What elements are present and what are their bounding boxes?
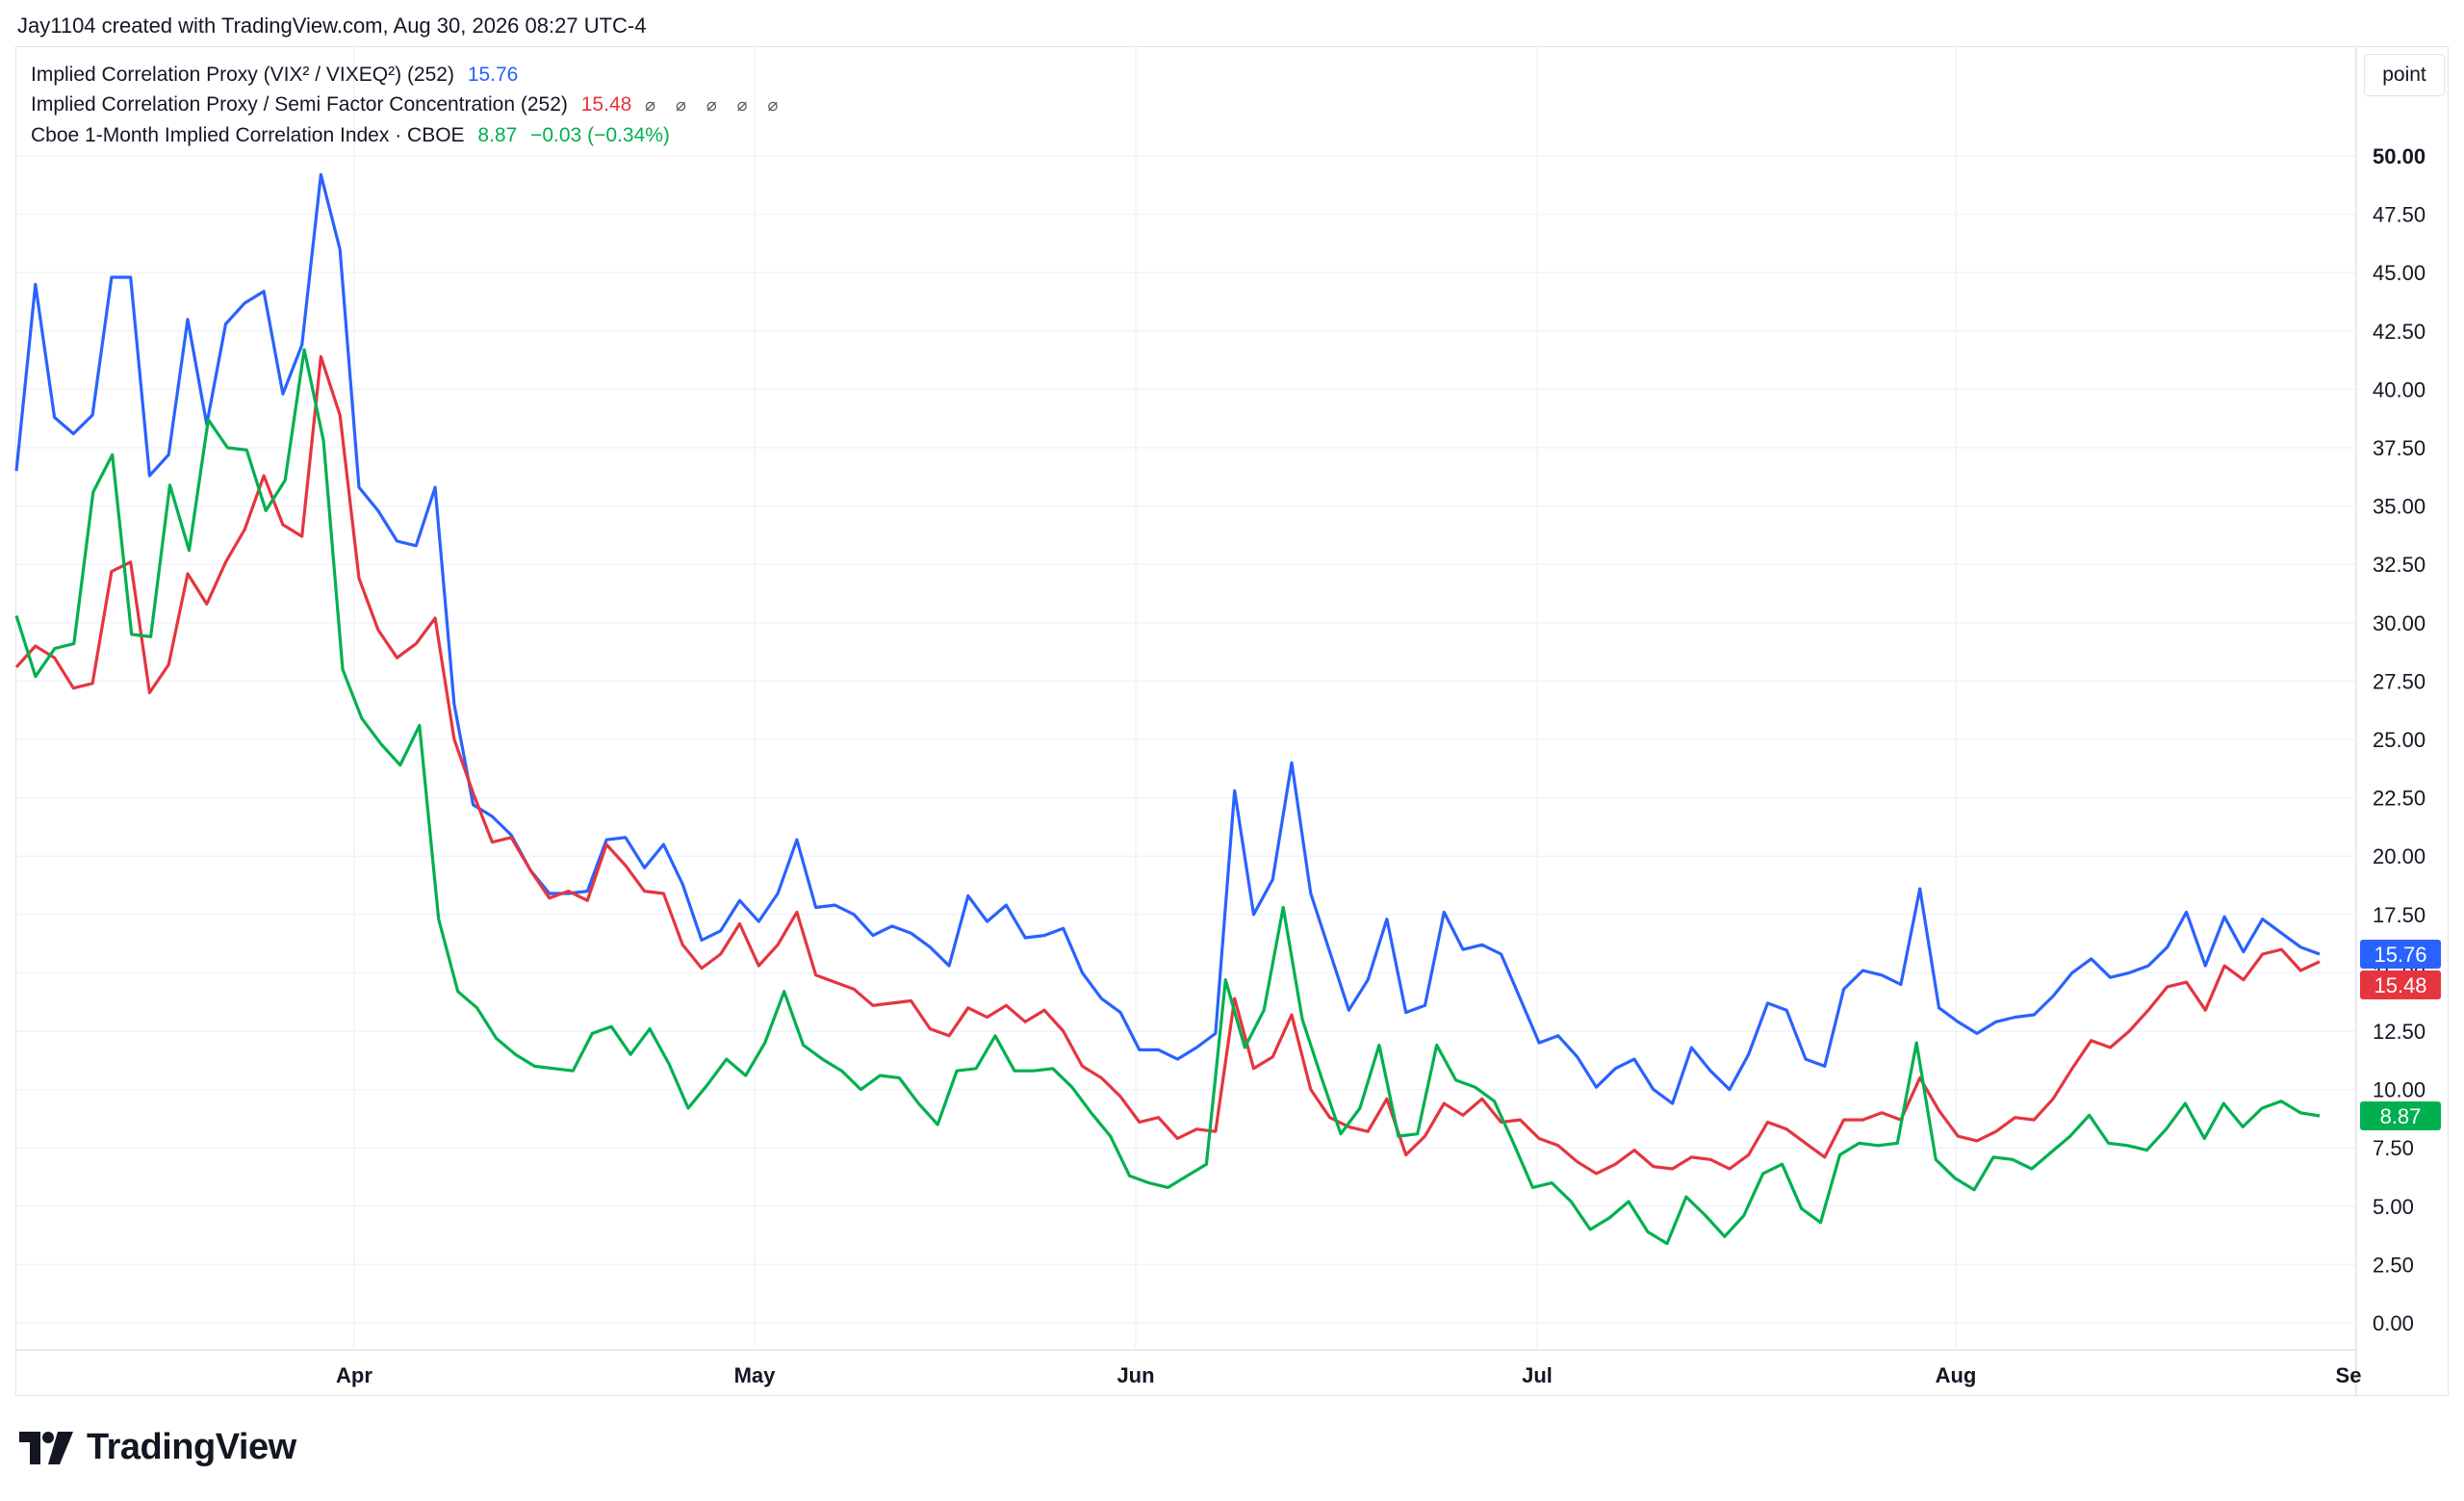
last-value-tag-bg — [2360, 1100, 2441, 1130]
y-tick-label: 27.50 — [2373, 669, 2426, 693]
y-tick-label: 25.00 — [2373, 728, 2426, 752]
y-tick-label: 22.50 — [2373, 787, 2426, 811]
brand-name: TradingView — [87, 1427, 296, 1467]
y-axis-labels: 0.002.505.007.5010.0012.5015.0017.5020.0… — [2373, 144, 2426, 1335]
legend-series-value: 8.87 — [477, 124, 518, 146]
x-tick-label: May — [734, 1363, 777, 1387]
x-tick-label: Jun — [1116, 1363, 1154, 1387]
last-value-tag: 8.87 — [2380, 1104, 2422, 1128]
price-scale-unit-button[interactable]: point — [2364, 54, 2445, 96]
legend-series-value: 15.76 — [467, 64, 519, 86]
legend-series-change: −0.03 (−0.34%) — [530, 124, 670, 146]
x-tick-label: Se — [2336, 1363, 2362, 1387]
legend-series-name: Implied Correlation Proxy / Semi Factor … — [31, 93, 568, 116]
last-value-tag-bg — [2360, 940, 2441, 970]
y-tick-label: 12.50 — [2373, 1020, 2426, 1044]
y-tick-label: 2.50 — [2373, 1253, 2414, 1277]
y-tick-label: 10.00 — [2373, 1078, 2426, 1102]
series-line-1 — [14, 354, 2321, 1176]
last-value-tag: 15.48 — [2374, 973, 2426, 997]
y-tick-label: 50.00 — [2373, 144, 2426, 168]
legend-item-cboe-cor1m[interactable]: Cboe 1-Month Implied Correlation Index ·… — [31, 120, 785, 150]
series-lines — [14, 172, 2321, 1246]
y-tick-label: 47.50 — [2373, 203, 2426, 227]
chart-frame[interactable] — [15, 46, 2449, 1396]
legend-series-name: Cboe 1-Month Implied Correlation Index ·… — [31, 124, 465, 146]
last-value-tags: 15.76 15.48 8.87 — [2360, 940, 2441, 1130]
last-value-tag-bg — [2360, 970, 2441, 1000]
legend: Implied Correlation Proxy (VIX² / VIXEQ²… — [31, 60, 785, 150]
y-tick-label: 17.50 — [2373, 903, 2426, 927]
y-tick-label: 5.00 — [2373, 1195, 2414, 1219]
legend-item-proxy-semi[interactable]: Implied Correlation Proxy / Semi Factor … — [31, 90, 785, 120]
legend-tools-icons[interactable]: ⌀ ⌀ ⌀ ⌀ ⌀ — [645, 95, 786, 115]
x-axis-labels: Apr May Jun Jul Aug Se — [336, 1363, 2361, 1387]
y-tick-label: 45.00 — [2373, 261, 2426, 285]
y-tick-label: 0.00 — [2373, 1311, 2414, 1335]
y-tick-label: 20.00 — [2373, 844, 2426, 868]
attribution-text: Jay1104 created with TradingView.com, Au… — [17, 13, 647, 38]
series-line-0 — [14, 172, 2321, 1105]
y-tick-label: 35.00 — [2373, 495, 2426, 519]
y-tick-label: 7.50 — [2373, 1136, 2414, 1160]
x-tick-label: Jul — [1522, 1363, 1553, 1387]
legend-item-proxy-vix[interactable]: Implied Correlation Proxy (VIX² / VIXEQ²… — [31, 60, 785, 90]
x-tick-label: Apr — [336, 1363, 372, 1387]
y-tick-label: 32.50 — [2373, 553, 2426, 577]
legend-series-name: Implied Correlation Proxy (VIX² / VIXEQ²… — [31, 64, 454, 86]
tradingview-logo[interactable]: TradingView — [19, 1427, 296, 1468]
y-tick-label: 30.00 — [2373, 611, 2426, 635]
y-tick-label: 42.50 — [2373, 320, 2426, 344]
y-tick-label: 37.50 — [2373, 436, 2426, 460]
series-line-2 — [14, 348, 2321, 1246]
x-tick-label: Aug — [1936, 1363, 1977, 1387]
last-value-tag: 15.76 — [2374, 943, 2426, 967]
unit-label: point — [2382, 64, 2426, 86]
grid-lines — [15, 46, 2357, 1396]
y-tick-label: 40.00 — [2373, 377, 2426, 401]
tradingview-logo-icon — [19, 1431, 73, 1464]
legend-series-value: 15.48 — [580, 93, 632, 116]
